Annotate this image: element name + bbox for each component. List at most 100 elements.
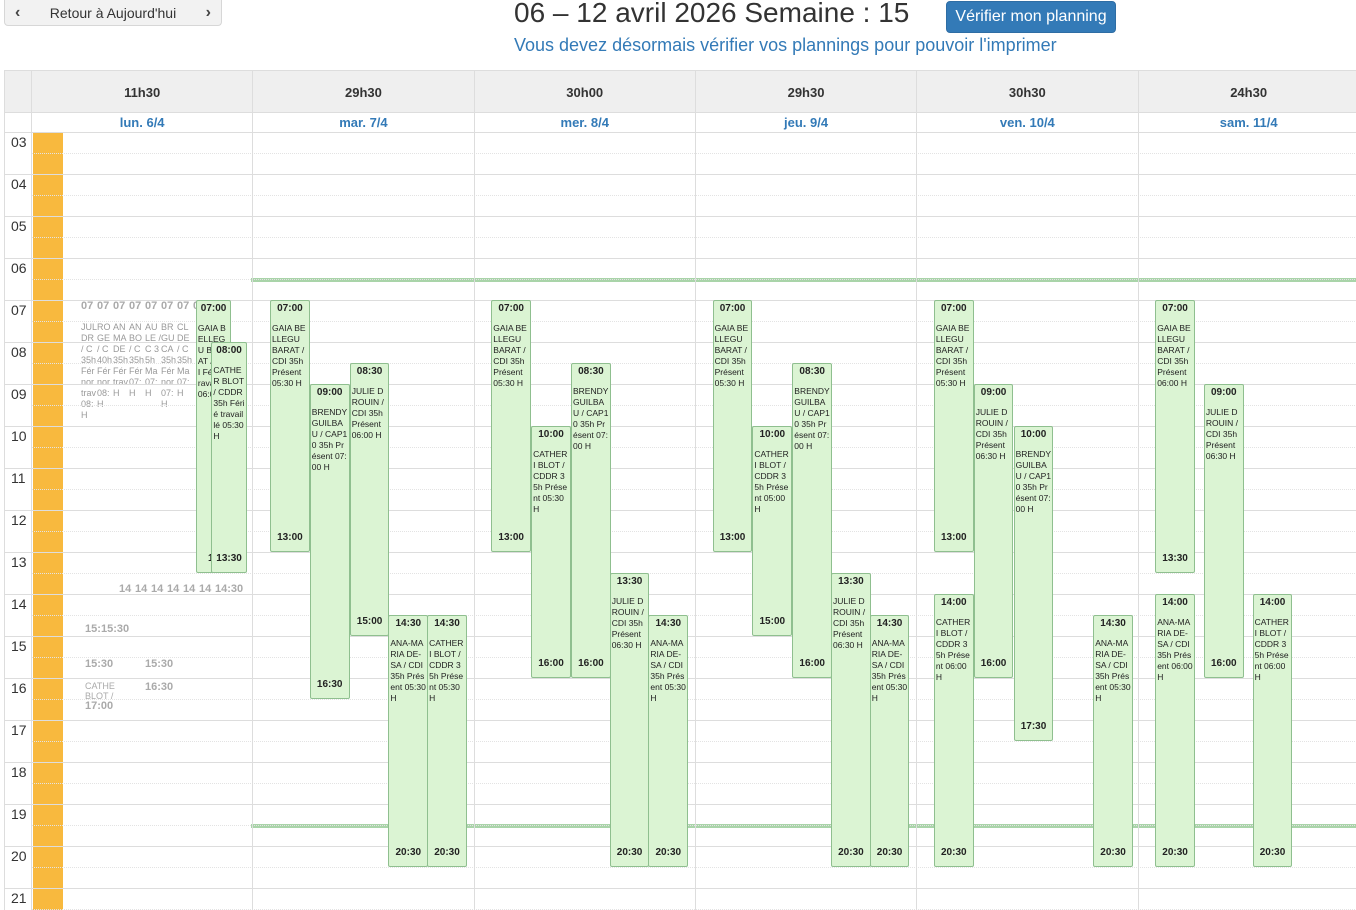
day-divider xyxy=(916,113,917,910)
day-header-1[interactable]: mar. 7/4 xyxy=(252,113,473,131)
day-header-4[interactable]: ven. 10/4 xyxy=(916,113,1137,131)
day-header-0[interactable]: lun. 6/4 xyxy=(31,113,252,131)
hour-label: 21 xyxy=(11,890,27,906)
shift-start-time: 14:00 xyxy=(1254,597,1292,608)
day-total-5: 24h30 xyxy=(1138,71,1356,113)
shift-employee-details: CATHERI BLOT / CDDR 35h Présent 06:00 H xyxy=(935,617,973,683)
shift-employee-details: ANA-MARIA DE-SA / CDI 35h Présent 05:30 … xyxy=(649,638,687,704)
shift-start-time: 07:00 xyxy=(492,303,530,314)
week-calendar: 0707070707070707JUL DR / C 35h Fér nor t… xyxy=(4,70,1356,910)
shift-start-time: 07:00 xyxy=(714,303,752,314)
shift-start-time: 10:00 xyxy=(532,429,570,440)
today-nav-label[interactable]: Retour à Aujourd'hui xyxy=(50,5,176,21)
overlap-end-time: 15: xyxy=(85,623,101,635)
half-hour-gridline xyxy=(31,195,1356,196)
hour-label: 14 xyxy=(11,596,27,612)
page-title: 06 – 12 avril 2026 Semaine : 15 xyxy=(514,0,909,29)
shift-end-time: 13:30 xyxy=(212,553,245,564)
hour-label: 05 xyxy=(11,218,27,234)
hour-label: 04 xyxy=(11,176,27,192)
shift-start-time: 07:00 xyxy=(1156,303,1194,314)
hour-gridline xyxy=(5,174,1356,175)
shift-start-time: 07:00 xyxy=(935,303,973,314)
shift-end-time: 20:30 xyxy=(871,847,909,858)
shift-start-time: 09:00 xyxy=(975,387,1013,398)
shift-end-time: 20:30 xyxy=(935,847,973,858)
day-header-3[interactable]: jeu. 9/4 xyxy=(695,113,916,131)
chevron-right-icon[interactable]: › xyxy=(206,4,211,22)
overlap-employee-details: AN BO / C 35h Fér 07: H xyxy=(129,322,145,482)
shift-employee-details: CATHERI BLOT / CDDR 35h Présent 06:00 H xyxy=(1254,617,1292,683)
shift-end-time: 17:30 xyxy=(1015,721,1053,732)
shift-event[interactable]: 07:00 GAIA BELLEGU BARAT / CDI 35h Présen… xyxy=(713,300,753,552)
hour-label: 17 xyxy=(11,722,27,738)
overlap-start-time: 07 xyxy=(129,300,141,312)
shift-start-time: 10:00 xyxy=(753,429,791,440)
shift-employee-details: GAIA BELLEGU BARAT / CDI 35h Présent 05:… xyxy=(714,323,752,389)
overlap-employee-details: BR GU CA 35h Fér nor 07: H xyxy=(161,322,177,482)
shift-start-time: 08:30 xyxy=(351,366,389,377)
hour-label: 20 xyxy=(11,848,27,864)
shift-event[interactable]: 14:00 CATHERI BLOT / CDDR 35h Présent 06:… xyxy=(1253,594,1293,867)
shift-event[interactable]: 08:00 CATHER BLOT / CDDR 35h Férié travai… xyxy=(211,342,246,573)
shift-event[interactable]: 14:00 CATHERI BLOT / CDDR 35h Présent 06:… xyxy=(934,594,974,867)
shift-end-time: 20:30 xyxy=(649,847,687,858)
shift-start-time: 08:30 xyxy=(793,366,831,377)
shift-start-time: 07:00 xyxy=(271,303,309,314)
half-hour-gridline xyxy=(31,279,1356,280)
day-total-2: 30h00 xyxy=(474,71,695,113)
shift-end-time: 16:00 xyxy=(572,658,610,669)
shift-event[interactable]: 07:00 GAIA BELLEGU BARAT / CDI 35h Présen… xyxy=(491,300,531,552)
shift-employee-details: BRENDY GUILBAU / CAP10 35h Présent 07:00… xyxy=(1015,449,1053,515)
shift-employee-details: GAIA BELLEGU BARAT / CDI 35h Présent 05:… xyxy=(492,323,530,389)
overlap-start-time: 07 xyxy=(177,300,189,312)
hour-gridline xyxy=(5,216,1356,217)
shift-start-time: 14:00 xyxy=(935,597,973,608)
shift-start-time: 08:00 xyxy=(212,345,245,356)
shift-end-time: 15:00 xyxy=(753,616,791,627)
day-total-4: 30h30 xyxy=(916,71,1137,113)
shift-end-time: 13:30 xyxy=(1156,553,1194,564)
shift-employee-details: JULIE DROUIN / CDI 35h Présent 06:30 H xyxy=(975,407,1013,462)
hour-label: 06 xyxy=(11,260,27,276)
hour-label: 12 xyxy=(11,512,27,528)
shift-end-time: 16:00 xyxy=(532,658,570,669)
hour-label: 09 xyxy=(11,386,27,402)
verification-notice: Vous devez désormais vérifier vos planni… xyxy=(514,35,1057,56)
shift-employee-details: ANA-MARIA DE-SA / CDI 35h Présent 05:30 … xyxy=(1094,638,1132,704)
day-header-5[interactable]: sam. 11/4 xyxy=(1138,113,1356,131)
verify-planning-button[interactable]: Vérifier mon planning xyxy=(946,1,1116,33)
shift-event[interactable]: 09:00 JULIE DROUIN / CDI 35h Présent 06:3… xyxy=(974,384,1014,678)
shift-end-time: 13:00 xyxy=(271,532,309,543)
day-header-2[interactable]: mer. 8/4 xyxy=(474,113,695,131)
overlap-end-time: 17:00 xyxy=(85,700,113,712)
shift-end-time: 13:00 xyxy=(935,532,973,543)
shift-end-time: 20:30 xyxy=(1254,847,1292,858)
overlap-end-time: 16:30 xyxy=(145,681,173,693)
hour-label: 07 xyxy=(11,302,27,318)
chevron-left-icon[interactable]: ‹ xyxy=(15,4,20,22)
hour-label: 16 xyxy=(11,680,27,696)
shift-employee-details: CATHER BLOT / CDDR 35h Férié travaillé 0… xyxy=(212,365,245,442)
today-nav-button[interactable]: ‹ Retour à Aujourd'hui › xyxy=(4,0,222,26)
shift-end-time: 16:00 xyxy=(1205,658,1243,669)
